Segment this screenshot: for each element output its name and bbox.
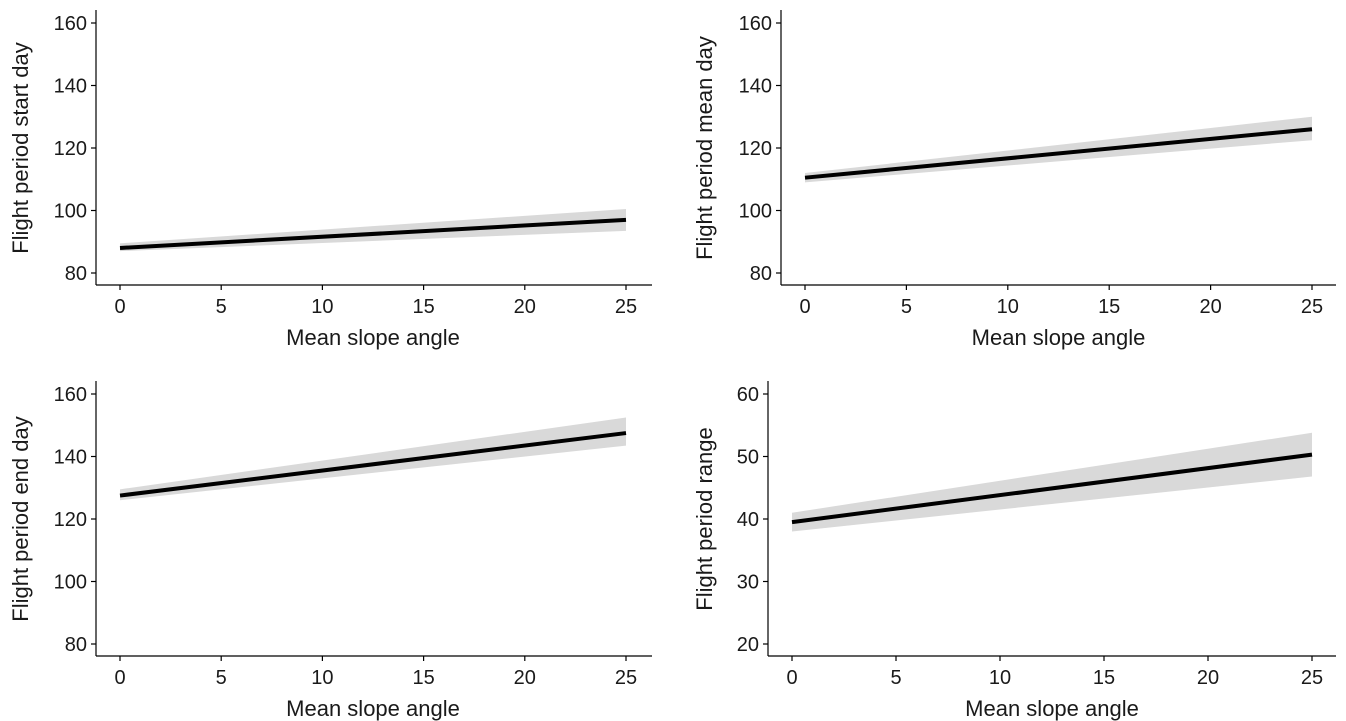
y-tick-label: 80	[750, 263, 772, 285]
x-tick-label: 20	[514, 296, 536, 318]
y-tick-label: 100	[54, 201, 87, 223]
x-tick-label: 0	[786, 667, 797, 689]
x-tick-label: 5	[216, 667, 227, 689]
y-tick-label: 120	[54, 509, 87, 531]
x-tick-label: 5	[216, 296, 227, 318]
y-axis-title: Flight period end day	[8, 416, 33, 621]
y-tick-label: 160	[739, 13, 772, 35]
x-axis-title: Mean slope angle	[972, 325, 1146, 350]
x-tick-label: 5	[901, 296, 912, 318]
x-axis-title: Mean slope angle	[286, 325, 460, 350]
x-tick-label: 10	[989, 667, 1011, 689]
x-tick-label: 15	[1098, 296, 1120, 318]
x-tick-label: 0	[114, 667, 125, 689]
y-tick-label: 60	[737, 384, 759, 406]
y-tick-label: 50	[737, 447, 759, 469]
y-tick-label: 40	[737, 509, 759, 531]
x-tick-label: 25	[615, 296, 637, 318]
x-axis-title: Mean slope angle	[965, 696, 1139, 721]
chart-panel-2: 80 100 120 140 160 0 5 10 15 20 25 Mean slope angle…	[692, 10, 1336, 350]
fit-line	[119, 431, 627, 498]
chart-panel-4: 20 30 40 50 60 0 5 10 15 20 25 Mean slope angle Flig…	[692, 381, 1336, 721]
y-tick-label: 80	[65, 263, 87, 285]
y-axis-title: Flight period start day	[8, 42, 33, 254]
y-tick-label: 140	[54, 76, 87, 98]
x-tick-label: 20	[1199, 296, 1221, 318]
y-tick-label: 80	[65, 634, 87, 656]
x-tick-label: 10	[997, 296, 1019, 318]
fit-line	[804, 127, 1313, 180]
x-tick-label: 20	[1197, 667, 1219, 689]
y-tick-label: 120	[739, 138, 772, 160]
x-tick-label: 20	[514, 667, 536, 689]
chart-panel-3: 80 100 120 140 160 0 5 10 15 20 25 Mean slope angle…	[8, 381, 652, 721]
y-tick-label: 100	[54, 572, 87, 594]
fit-line	[791, 452, 1313, 525]
confidence-band	[805, 116, 1312, 183]
fit-line	[119, 217, 627, 250]
x-tick-label: 15	[1093, 667, 1115, 689]
y-axis-title: Flight period mean day	[692, 36, 717, 260]
x-axis-title: Mean slope angle	[286, 696, 460, 721]
x-tick-label: 5	[890, 667, 901, 689]
y-tick-label: 100	[739, 201, 772, 223]
y-tick-label: 20	[737, 634, 759, 656]
x-tick-label: 25	[1301, 667, 1323, 689]
x-tick-label: 10	[311, 296, 333, 318]
y-tick-label: 140	[739, 76, 772, 98]
confidence-band	[792, 432, 1312, 532]
x-tick-label: 0	[114, 296, 125, 318]
y-tick-label: 160	[54, 13, 87, 35]
x-tick-label: 15	[412, 296, 434, 318]
y-tick-label: 120	[54, 138, 87, 160]
y-tick-label: 30	[737, 572, 759, 594]
x-tick-label: 25	[1301, 296, 1323, 318]
x-tick-label: 15	[412, 667, 434, 689]
x-tick-label: 10	[311, 667, 333, 689]
x-tick-label: 0	[799, 296, 810, 318]
x-tick-label: 25	[615, 667, 637, 689]
y-tick-label: 160	[54, 384, 87, 406]
y-axis-title: Flight period range	[692, 427, 717, 610]
chart-panel-1: 80 100 120 140 160 0 5 10 15 20 25 Mean slope angle…	[8, 10, 652, 350]
y-tick-label: 140	[54, 447, 87, 469]
